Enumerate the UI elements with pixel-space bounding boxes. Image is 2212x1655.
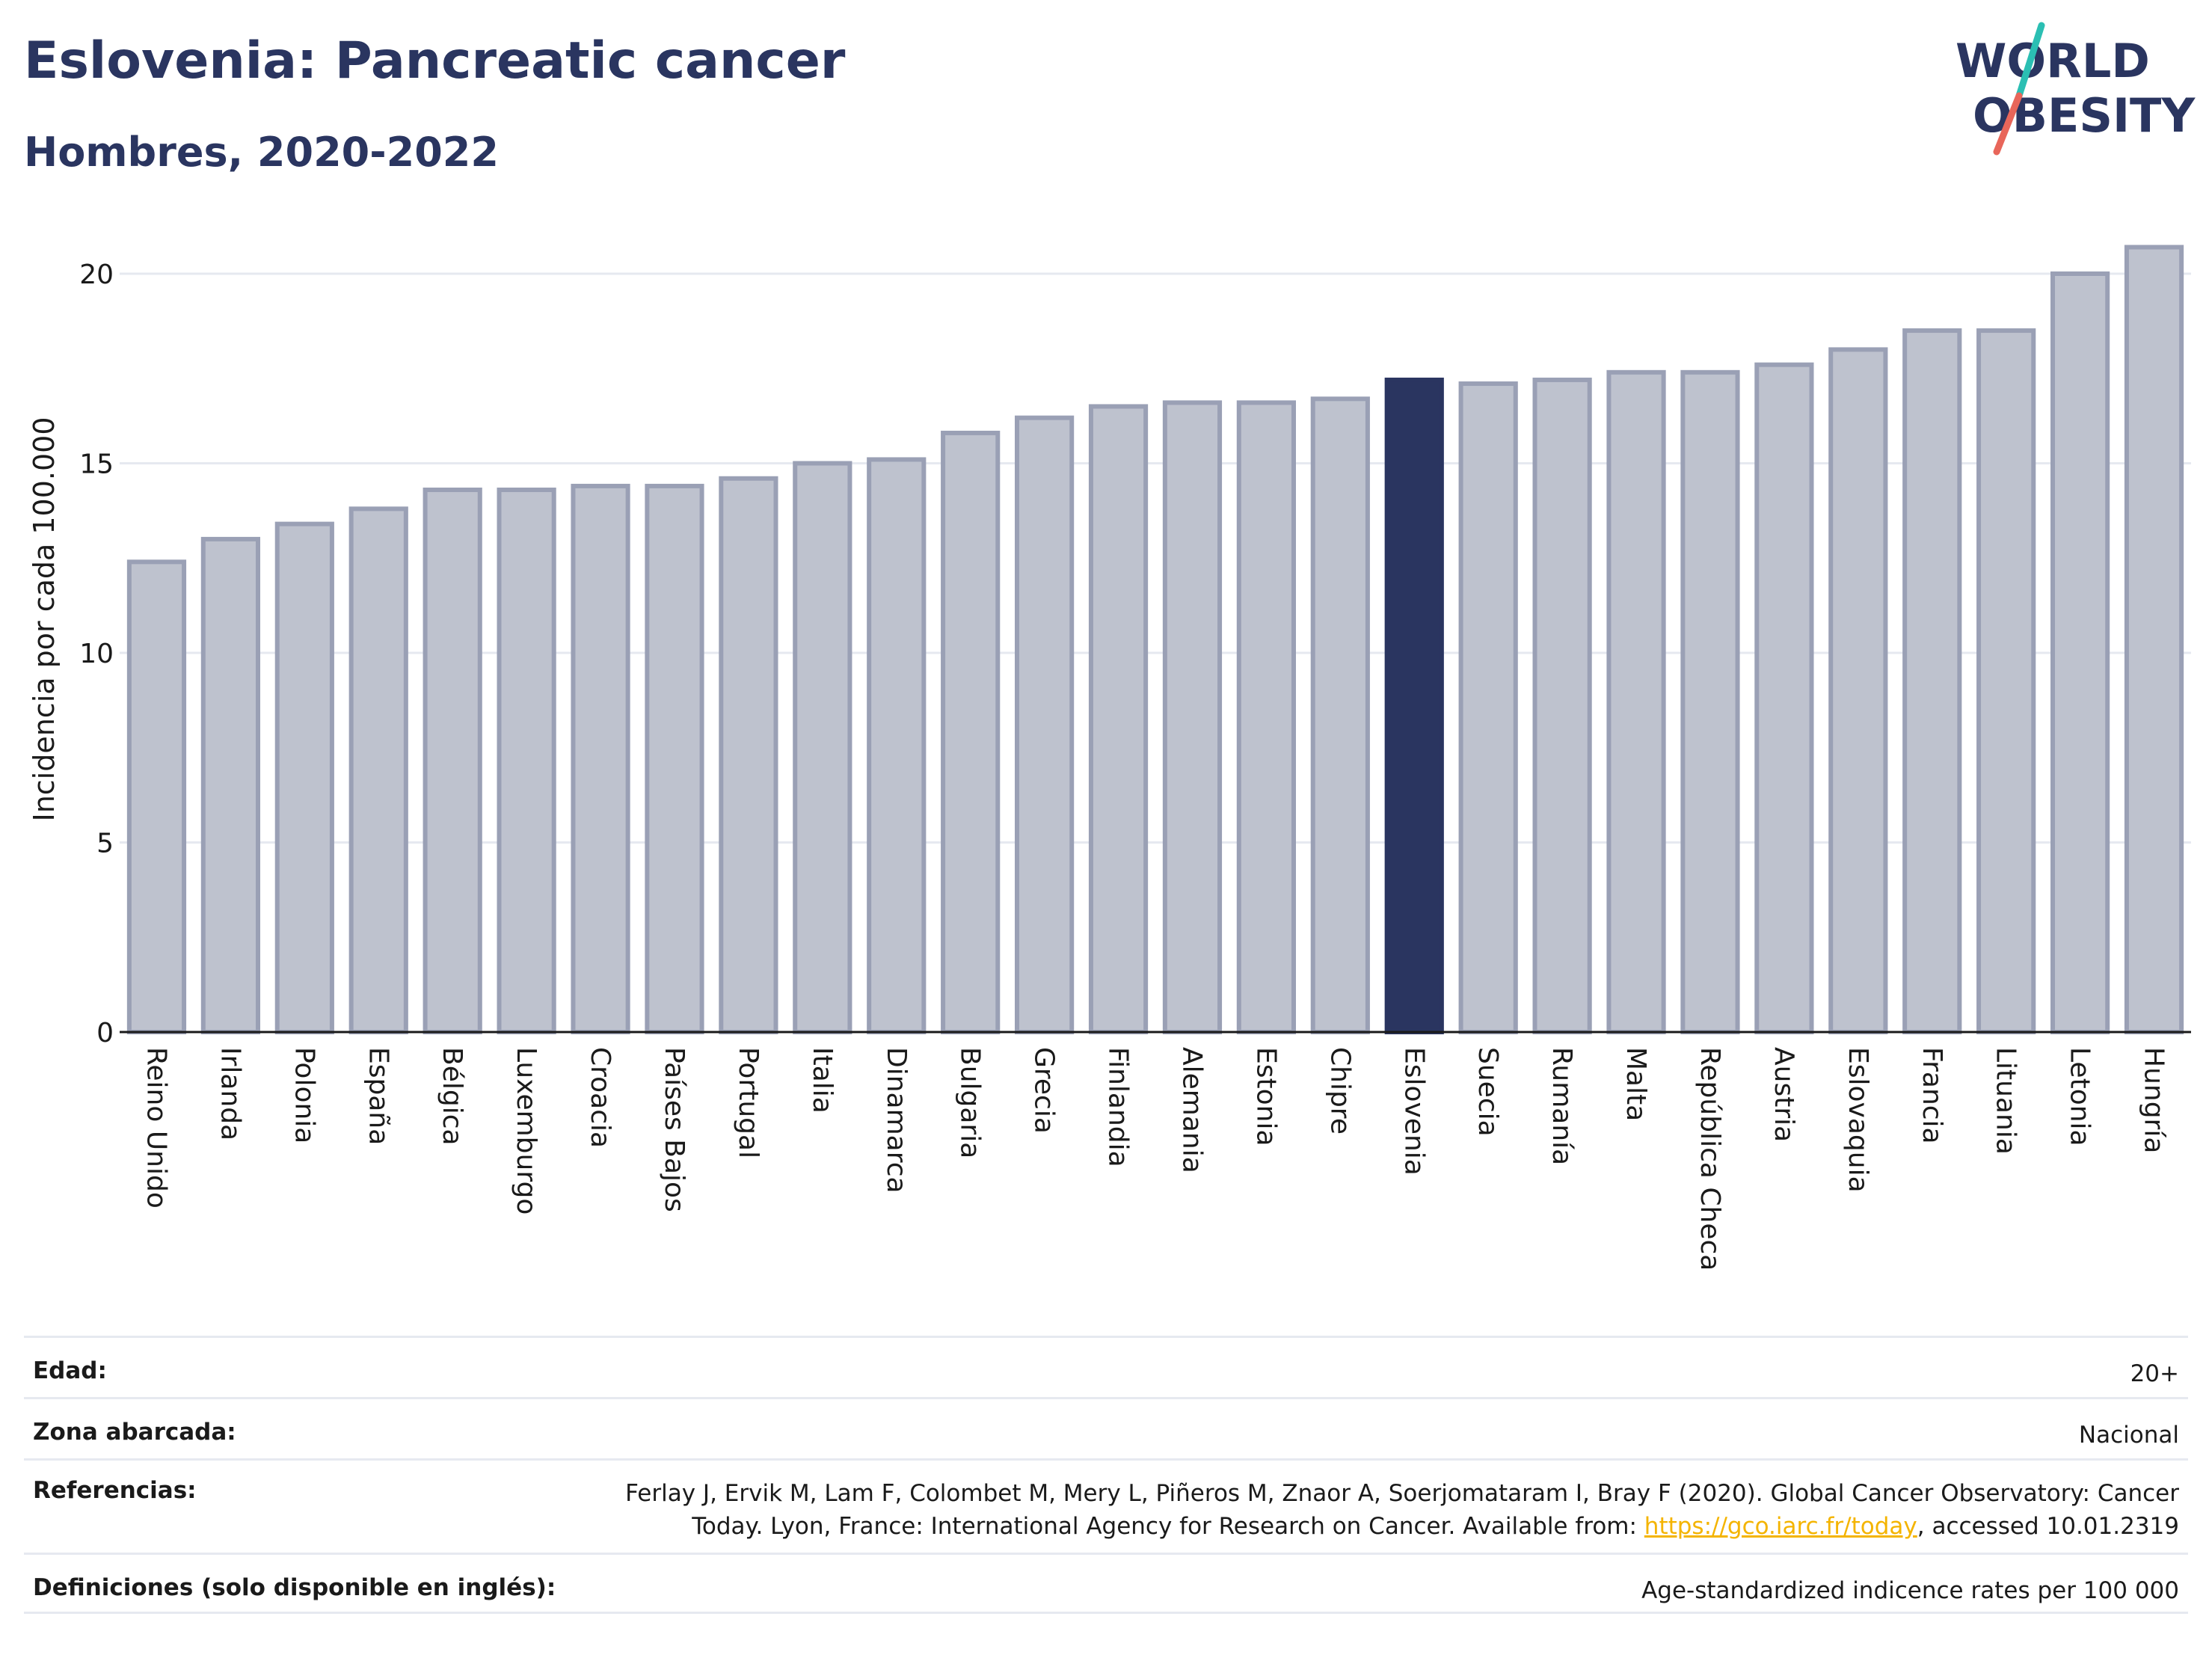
bar [1754, 362, 1814, 1034]
info-row-age: Edad: 20+ [24, 1336, 2188, 1397]
x-tick-label: España [363, 1047, 393, 1145]
age-label: Edad: [33, 1357, 107, 1384]
bar [1828, 347, 1888, 1034]
x-tick-label: Lituania [1991, 1047, 2021, 1155]
bar [1236, 400, 1296, 1034]
info-row-zone: Zona abarcada: Nacional [24, 1397, 2188, 1458]
y-tick-label: 15 [79, 449, 114, 480]
bar [1310, 396, 1370, 1034]
zone-label: Zona abarcada: [33, 1419, 236, 1446]
age-value: 20+ [2130, 1360, 2179, 1387]
x-tick-label: Grecia [1029, 1047, 1060, 1134]
info-row-references: Referencias: Ferlay J, Ervik M, Lam F, C… [24, 1458, 2188, 1553]
x-tick-label: Hungría [2139, 1047, 2169, 1153]
definitions-value: Age-standardized indicence rates per 100… [1641, 1577, 2179, 1604]
bar [274, 521, 334, 1034]
y-tick-label: 0 [96, 1018, 114, 1048]
logo-line1: WORLD [1956, 34, 2150, 88]
x-tick-label: Rumanía [1546, 1047, 1577, 1165]
y-tick-label: 5 [96, 829, 114, 859]
bar [200, 536, 260, 1034]
bars [126, 245, 2184, 1034]
bar [1902, 328, 1962, 1034]
bar [1162, 400, 1223, 1034]
x-tick-label: Letonia [2065, 1047, 2095, 1146]
logo-slash-top [2015, 22, 2045, 99]
x-tick-label: Bulgaria [955, 1047, 986, 1158]
bar [719, 476, 778, 1034]
definitions-label: Definiciones (solo disponible en inglés)… [33, 1574, 556, 1601]
x-tick-label: Luxemburgo [511, 1047, 541, 1215]
y-axis-ticks: 0 5 10 15 20 [79, 260, 114, 1048]
x-tick-label: Austria [1769, 1047, 1799, 1142]
references-link[interactable]: https://gco.iarc.fr/today [1644, 1513, 1917, 1540]
references-line2: Today. Lyon, France: International Agenc… [692, 1513, 1644, 1540]
bar [1680, 369, 1740, 1034]
bar [1458, 381, 1518, 1034]
world-obesity-logo: WORLD OBESITY [1956, 22, 2196, 156]
references-label: Referencias: [33, 1477, 197, 1504]
bar [571, 483, 630, 1034]
bar [1976, 328, 2036, 1034]
x-tick-label: Eslovaquia [1843, 1047, 1873, 1193]
bar [2050, 271, 2110, 1034]
bar [941, 430, 1001, 1034]
bar [1088, 404, 1149, 1034]
logo-slash-bottom [1993, 92, 2023, 156]
bar [645, 483, 704, 1034]
bar [1606, 369, 1666, 1034]
x-tick-label: Dinamarca [881, 1047, 912, 1194]
y-axis-label: Incidencia por cada 100.000 [28, 417, 61, 821]
y-tick-label: 10 [79, 639, 114, 669]
x-tick-label: Alemania [1176, 1047, 1207, 1173]
x-tick-label: Francia [1917, 1047, 1947, 1144]
bar [793, 461, 852, 1034]
x-tick-label: Estonia [1250, 1047, 1281, 1146]
y-tick-label: 20 [79, 260, 114, 290]
x-tick-label: Polonia [289, 1047, 319, 1143]
x-tick-label: Croacia [585, 1047, 615, 1148]
bar [126, 559, 187, 1034]
references-value: Ferlay J, Ervik M, Lam F, Colombet M, Me… [625, 1477, 2179, 1543]
info-row-definitions: Definiciones (solo disponible en inglés)… [24, 1553, 2188, 1614]
bar [867, 457, 927, 1034]
x-tick-label: Países Bajos [659, 1047, 689, 1212]
x-tick-label: Italia [807, 1047, 838, 1114]
x-tick-label: Suecia [1472, 1047, 1503, 1137]
bar-chart: 0 5 10 15 20 Reino Unido Irlanda Polonia España… [28, 245, 2191, 1271]
x-tick-label: Portugal [733, 1047, 764, 1158]
bar [348, 506, 408, 1034]
chart-subtitle: Hombres, 2020-2022 [24, 129, 499, 176]
x-tick-label: Bélgica [437, 1047, 467, 1146]
bar [423, 487, 482, 1034]
references-accessed: , accessed 10.01.2319 [1917, 1513, 2179, 1540]
bar [1015, 415, 1075, 1034]
bar [2124, 245, 2184, 1034]
bar [1532, 377, 1592, 1034]
bar [497, 487, 556, 1034]
x-tick-label: República Checa [1695, 1047, 1725, 1271]
x-axis-ticks: Reino Unido Irlanda Polonia España Bélgica Lu… [141, 1047, 2169, 1271]
x-tick-label: Eslovenia [1398, 1047, 1429, 1176]
chart-title: Eslovenia: Pancreatic cancer [24, 31, 846, 90]
zone-value: Nacional [2078, 1422, 2179, 1449]
bar-highlight [1384, 377, 1444, 1034]
x-tick-label: Chipre [1324, 1047, 1355, 1134]
x-tick-label: Finlandia [1103, 1047, 1134, 1167]
references-line1: Ferlay J, Ervik M, Lam F, Colombet M, Me… [625, 1480, 2179, 1507]
x-tick-label: Malta [1620, 1047, 1651, 1121]
x-tick-label: Reino Unido [141, 1047, 171, 1209]
x-tick-label: Irlanda [215, 1047, 245, 1140]
